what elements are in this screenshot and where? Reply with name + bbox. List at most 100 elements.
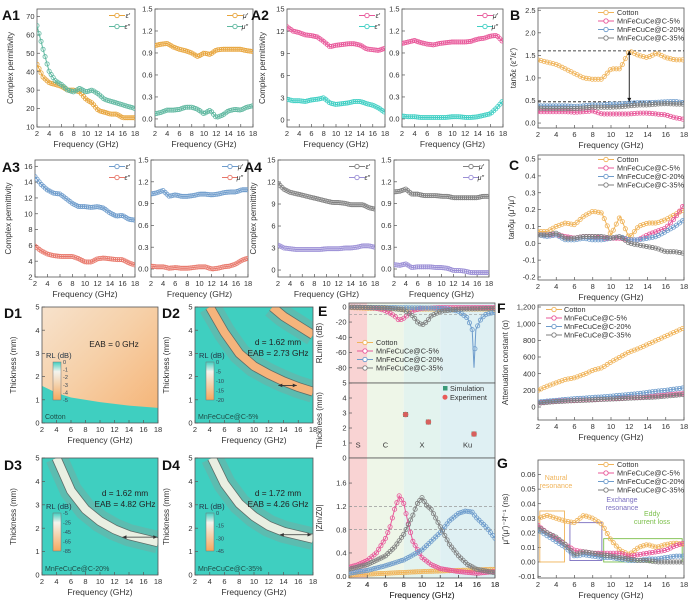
data-point (601, 525, 607, 531)
x-tick-label: 12 (625, 580, 633, 589)
colorbar-tick-label: -20 (216, 398, 224, 404)
sample-name: MnFeCuCe@C-35% (198, 566, 262, 573)
data-point (637, 242, 643, 248)
colorbar-tick-label: 0 (216, 360, 219, 366)
data-point (437, 566, 443, 572)
data-point (490, 569, 495, 575)
panel-label: C (509, 157, 519, 173)
band-shade (440, 458, 495, 578)
x-tick-label: 12 (461, 129, 469, 138)
data-point (428, 506, 434, 512)
data-point (658, 394, 664, 400)
data-point (129, 105, 135, 111)
data-point (595, 110, 601, 116)
y-tick-label: 0.01 (521, 543, 536, 552)
data-point (568, 398, 574, 404)
data-point (652, 245, 658, 251)
x-tick-label: 8 (591, 422, 595, 431)
x-tick-label: 10 (81, 279, 89, 288)
x-axis-title: Frequency (GHz) (420, 139, 485, 149)
y-tick-label: 0 (342, 454, 346, 463)
data-point (643, 390, 649, 396)
x-axis-title: Frequency (GHz) (578, 292, 643, 302)
data-point (671, 57, 677, 63)
data-point (655, 544, 661, 550)
data-point (677, 116, 683, 122)
data-point (658, 555, 664, 561)
data-point (613, 234, 619, 240)
data-point (667, 559, 673, 565)
data-point (553, 224, 559, 230)
data-point (616, 215, 622, 221)
x-tick-label: 16 (139, 425, 147, 434)
x-tick-label: 14 (454, 580, 462, 589)
x-tick-label: 16 (486, 129, 494, 138)
data-point (458, 306, 464, 312)
data-point (488, 305, 494, 311)
data-point (476, 567, 482, 573)
eab-arrow-head (278, 383, 297, 388)
x-tick-label: 6 (572, 422, 576, 431)
colorbar-tick-label: -25 (63, 521, 71, 527)
data-point (580, 549, 586, 555)
data-point (580, 234, 586, 240)
data-point (544, 106, 550, 112)
data-point (483, 270, 489, 276)
data-point (646, 244, 652, 250)
band-shade (349, 383, 368, 458)
data-point (373, 550, 379, 556)
legend-label: MnFeCuCe@C-35% (617, 486, 685, 495)
data-point (483, 568, 489, 574)
data-point (616, 101, 622, 107)
data-point (467, 509, 473, 515)
data-point (604, 70, 610, 76)
x-tick-label: 12 (94, 129, 102, 138)
data-point (649, 111, 655, 117)
data-point (455, 569, 461, 575)
data-point (40, 46, 46, 52)
data-point (643, 558, 649, 564)
data-point (538, 109, 541, 115)
x-tick-label: 6 (59, 129, 63, 138)
data-point (485, 568, 491, 574)
legend-label: μ′ (492, 13, 499, 20)
data-point (395, 306, 401, 312)
x-tick-label: 4 (54, 577, 58, 586)
data-point (649, 394, 655, 400)
data-point (384, 305, 390, 311)
data-point (355, 569, 361, 575)
data-point (595, 76, 601, 82)
data-point (610, 227, 616, 233)
panel-A2b: 2 4 6 8 10 12 14 16 18 Frequency (GHz) 0.0 0.3 0.6 0.… (389, 5, 507, 149)
data-point (538, 109, 544, 115)
x-tick-label: 12 (344, 129, 352, 138)
legend-marker (468, 174, 474, 181)
legend-entry: MnFeCuCe@C-20% (546, 322, 632, 331)
data-point (362, 562, 368, 568)
data-point (37, 61, 40, 67)
data-point (550, 533, 556, 539)
data-point (622, 103, 628, 109)
data-point (550, 514, 556, 520)
y-tick-label: 14 (24, 178, 32, 187)
data-point (574, 105, 580, 111)
y-tick-label: 8 (28, 225, 32, 234)
legend-marker (603, 461, 609, 468)
y-tick-label: 5 (35, 454, 39, 463)
data-point (667, 56, 673, 62)
colorbar-tick-label: 0 (63, 360, 66, 366)
x-tick-label: 6 (222, 577, 226, 586)
data-point (349, 565, 352, 571)
data-point (667, 387, 673, 393)
data-point (661, 248, 667, 254)
data-point (680, 204, 684, 210)
data-point (544, 109, 550, 115)
data-point (610, 66, 616, 72)
data-point (577, 73, 583, 79)
data-point (357, 304, 363, 310)
data-point (538, 58, 544, 64)
y-tick-label: 1 (35, 547, 39, 556)
x-tick-label: 6 (58, 279, 62, 288)
y-tick-label: 1,000 (517, 319, 536, 328)
